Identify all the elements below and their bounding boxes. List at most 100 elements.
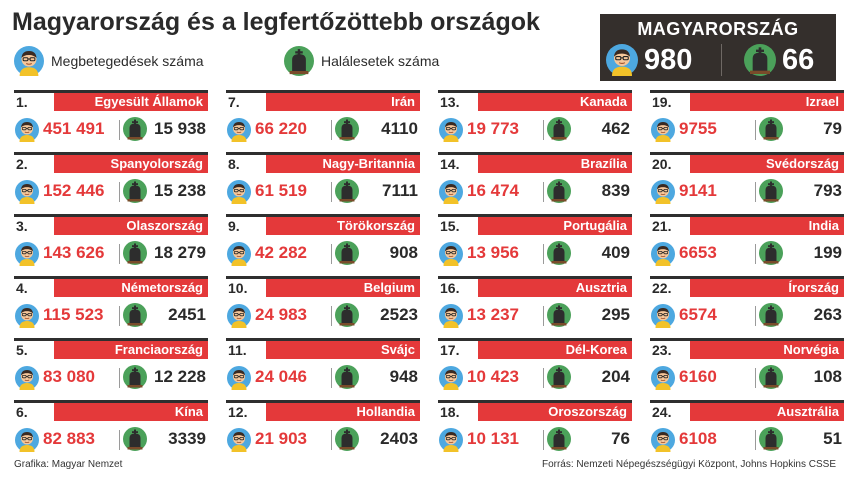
- country-entry: 13. Kanada 19 773 462: [438, 90, 632, 144]
- country-stats: 24 983 2523: [226, 303, 420, 329]
- country-stats: 115 523 2451: [14, 303, 208, 329]
- legend-deaths: Halálesetek száma: [284, 46, 439, 76]
- country-rank: 11.: [228, 342, 247, 358]
- country-entry: 8. Nagy-Britannia 61 519 7111: [226, 152, 420, 206]
- country-name: Dél-Korea: [478, 341, 632, 359]
- country-entry: 1. Egyesült Államok 451 491 15 938: [14, 90, 208, 144]
- cases-value: 66 220: [255, 119, 307, 138]
- stat-divider: [755, 182, 756, 202]
- person-face-icon: [14, 46, 44, 76]
- country-stats: 9755 79: [650, 117, 844, 143]
- deaths-value: 409: [601, 243, 630, 262]
- person-face-icon: [439, 428, 463, 452]
- country-rank: 22.: [652, 280, 672, 296]
- stat-divider: [119, 306, 120, 326]
- country-rank: 15.: [440, 218, 460, 234]
- deaths-value: 3339: [168, 429, 206, 448]
- country-name: Norvégia: [690, 341, 844, 359]
- country-entry: 20. Svédország 9141 793: [650, 152, 844, 206]
- stat-divider: [331, 182, 332, 202]
- grave-cross-icon: [547, 365, 571, 389]
- deaths-value: 199: [813, 243, 842, 262]
- cases-value: 42 282: [255, 243, 307, 262]
- stat-divider: [119, 430, 120, 450]
- country-name: Kína: [54, 403, 208, 421]
- cases-value: 9141: [679, 181, 717, 200]
- country-stats: 21 903 2403: [226, 427, 420, 453]
- person-face-icon: [227, 242, 251, 266]
- country-stats: 24 046 948: [226, 365, 420, 391]
- legend-cases: Megbetegedések száma: [14, 46, 204, 76]
- entry-divider: [226, 214, 420, 217]
- country-rank: 24.: [652, 404, 672, 420]
- grave-cross-icon: [547, 179, 571, 203]
- deaths-value: 948: [389, 367, 418, 386]
- legend-deaths-label: Halálesetek száma: [321, 53, 440, 69]
- deaths-value: 263: [813, 305, 842, 324]
- cases-value: 6574: [679, 305, 717, 324]
- country-rank: 21.: [652, 218, 672, 234]
- country-name: Spanyolország: [54, 155, 208, 173]
- footer-credit: Grafika: Magyar Nemzet: [14, 459, 123, 470]
- person-face-icon: [651, 118, 675, 142]
- entry-divider: [14, 90, 208, 93]
- deaths-value: 295: [601, 305, 630, 324]
- entry-divider: [650, 338, 844, 341]
- country-entry: 24. Ausztrália 6108 51: [650, 400, 844, 454]
- person-face-icon: [15, 428, 39, 452]
- grave-cross-icon: [759, 117, 783, 141]
- grave-cross-icon: [759, 241, 783, 265]
- person-face-icon: [15, 304, 39, 328]
- stat-divider: [119, 120, 120, 140]
- country-stats: 9141 793: [650, 179, 844, 205]
- cases-value: 9755: [679, 119, 717, 138]
- entry-divider: [438, 152, 632, 155]
- stat-divider: [755, 430, 756, 450]
- stat-divider: [543, 306, 544, 326]
- entry-divider: [226, 152, 420, 155]
- country-entry: 11. Svájc 24 046 948: [226, 338, 420, 392]
- country-entry: 15. Portugália 13 956 409: [438, 214, 632, 268]
- country-entry: 18. Oroszország 10 131 76: [438, 400, 632, 454]
- entry-divider: [14, 214, 208, 217]
- grave-cross-icon: [335, 427, 359, 451]
- cases-value: 16 474: [467, 181, 519, 200]
- grave-cross-icon: [335, 303, 359, 327]
- cases-value: 83 080: [43, 367, 95, 386]
- deaths-value: 2451: [168, 305, 206, 324]
- grave-cross-icon: [123, 427, 147, 451]
- deaths-value: 76: [611, 429, 630, 448]
- country-rank: 3.: [16, 218, 28, 234]
- stat-divider: [755, 244, 756, 264]
- country-rank: 19.: [652, 94, 672, 110]
- country-name: Irán: [266, 93, 420, 111]
- person-face-icon: [439, 180, 463, 204]
- person-face-icon: [15, 242, 39, 266]
- hungary-divider: [721, 44, 722, 76]
- grave-cross-icon: [547, 427, 571, 451]
- country-rank: 7.: [228, 94, 240, 110]
- country-stats: 10 131 76: [438, 427, 632, 453]
- country-entry: 10. Belgium 24 983 2523: [226, 276, 420, 330]
- stat-divider: [119, 368, 120, 388]
- country-name: Belgium: [266, 279, 420, 297]
- entry-divider: [226, 90, 420, 93]
- entry-divider: [14, 338, 208, 341]
- entry-divider: [650, 90, 844, 93]
- cases-value: 21 903: [255, 429, 307, 448]
- stat-divider: [543, 430, 544, 450]
- country-name: Brazília: [478, 155, 632, 173]
- entry-divider: [14, 400, 208, 403]
- country-stats: 143 626 18 279: [14, 241, 208, 267]
- deaths-value: 51: [823, 429, 842, 448]
- cases-value: 6653: [679, 243, 717, 262]
- entry-divider: [438, 214, 632, 217]
- country-name: Írország: [690, 279, 844, 297]
- entry-divider: [650, 276, 844, 279]
- entry-divider: [438, 276, 632, 279]
- country-entry: 17. Dél-Korea 10 423 204: [438, 338, 632, 392]
- deaths-value: 12 228: [154, 367, 206, 386]
- deaths-value: 79: [823, 119, 842, 138]
- hungary-label: MAGYARORSZÁG: [637, 19, 799, 39]
- entry-divider: [226, 338, 420, 341]
